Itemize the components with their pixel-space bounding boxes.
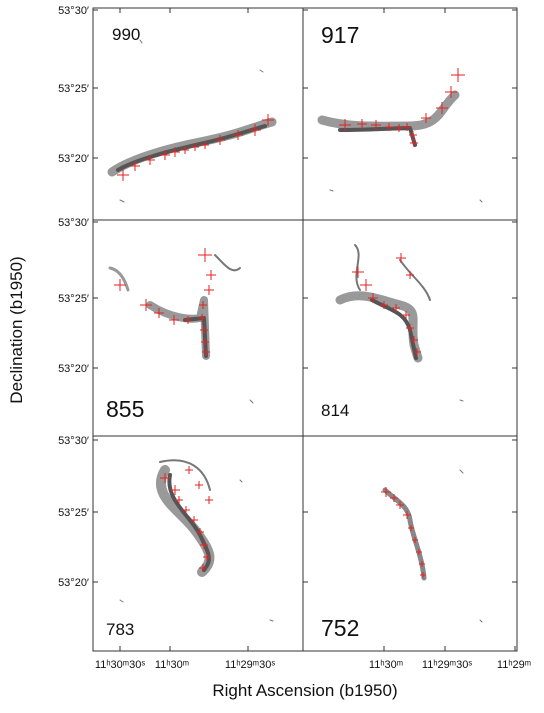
y-tick-label: 53°20′ [58,363,89,375]
y-tick-label: 53°25′ [58,293,89,305]
tick-marks [93,8,517,651]
x-tick-label: 11ʰ30ᵐ [155,659,189,671]
x-axis-label: Right Ascension (b1950) [212,681,397,700]
panel-label: 752 [321,615,359,641]
y-tick-label: 53°20′ [58,577,89,589]
frame [92,7,518,652]
contours [107,39,483,623]
panel-label: 917 [321,22,359,48]
x-tick-label: 11ʰ29ᵐ [497,659,531,671]
panel-label: 855 [106,396,144,422]
panel-label: 990 [112,25,140,44]
y-tick-label: 53°25′ [58,83,89,95]
y-tick-label: 53°25′ [58,507,89,519]
panel-label: 814 [321,401,349,420]
x-tick-label: 11ʰ30ᵐ30ˢ [95,659,145,671]
y-tick-label: 53°30′ [58,217,89,229]
y-axis-label: Declination (b1950) [7,256,26,403]
panel-label: 783 [106,620,134,639]
crosses [114,68,465,578]
y-tick-label: 53°20′ [58,153,89,165]
y-tick-label: 53°30′ [58,435,89,447]
x-tick-label: 11ʰ29ᵐ30ˢ [422,659,472,671]
x-tick-label: 11ʰ29ᵐ30ˢ [225,659,275,671]
x-tick-label: 11ʰ30ᵐ [369,659,403,671]
y-tick-label: 53°30′ [58,5,89,17]
